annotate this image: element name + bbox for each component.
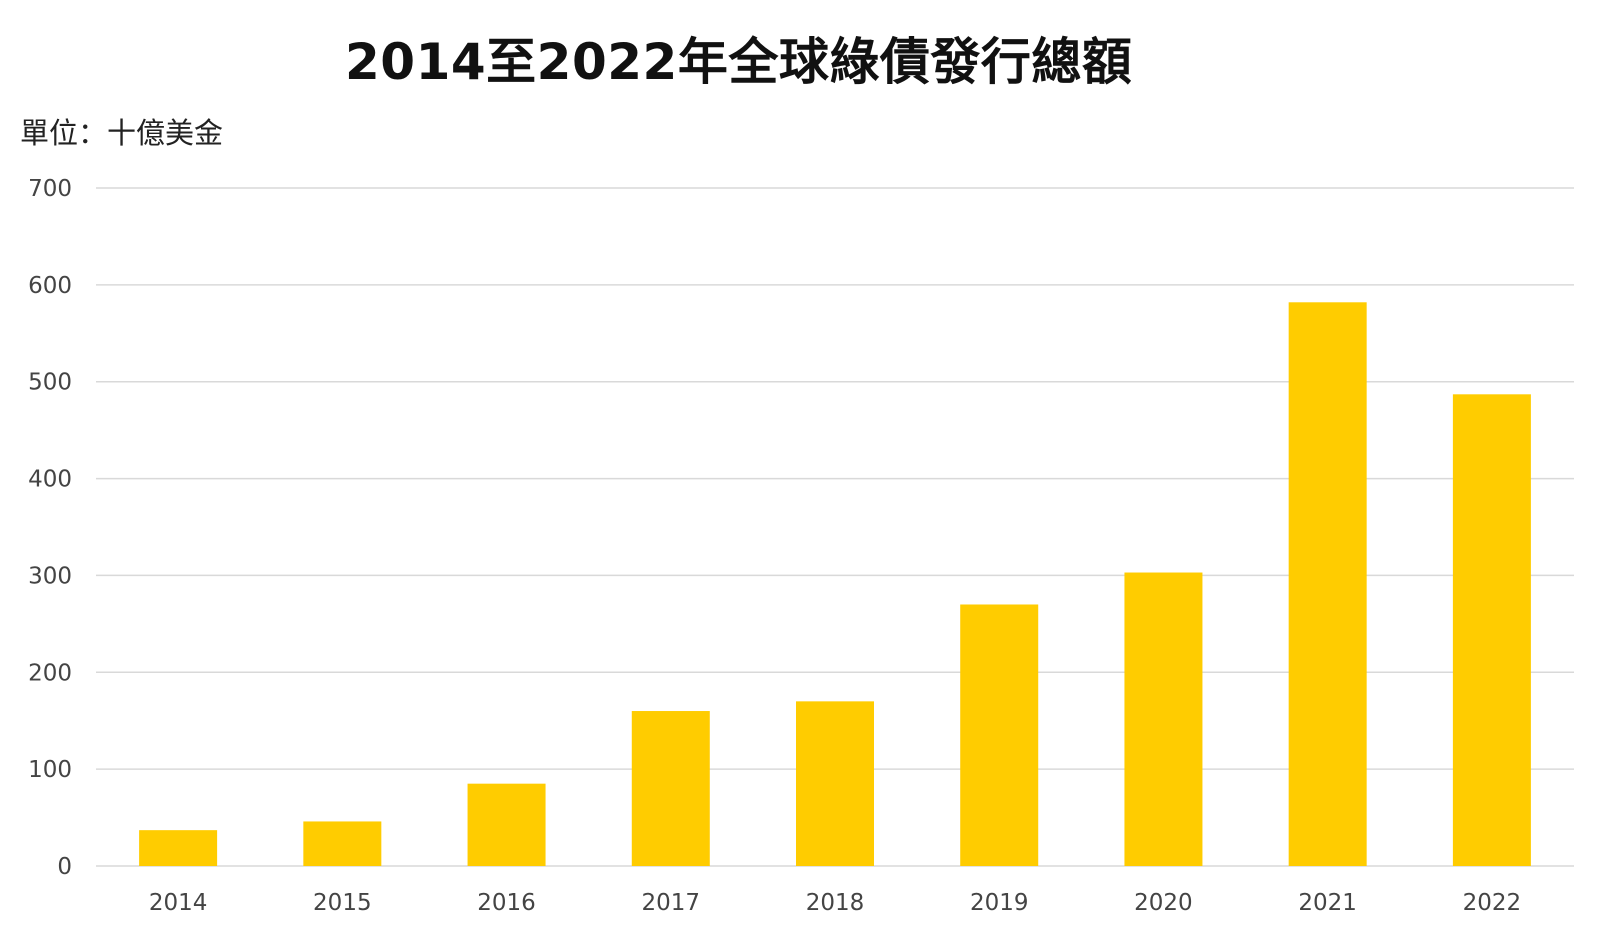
y-tick-label: 200 xyxy=(28,660,72,686)
bar-2021 xyxy=(1288,302,1367,866)
y-tick-label: 500 xyxy=(28,370,72,396)
unit-label: 單位：十億美金 xyxy=(20,116,224,150)
y-tick-label: 0 xyxy=(57,854,72,880)
bar-2014 xyxy=(139,830,218,866)
y-tick-label: 300 xyxy=(28,563,72,589)
y-tick-label: 400 xyxy=(28,467,72,493)
bar-2022 xyxy=(1452,394,1531,866)
x-tick-label: 2014 xyxy=(149,890,208,916)
x-tick-label: 2018 xyxy=(806,890,865,916)
x-tick-label: 2021 xyxy=(1298,890,1357,916)
x-tick-label: 2015 xyxy=(313,890,372,916)
x-tick-label: 2017 xyxy=(642,890,701,916)
bar-2017 xyxy=(631,711,710,866)
chart-title: 2014至2022年全球綠債發行總額 xyxy=(345,33,1133,91)
x-axis: 2014 2015 2016 2017 2018 2019 2020 2021 2022 xyxy=(149,890,1521,916)
x-tick-label: 2022 xyxy=(1463,890,1522,916)
y-tick-label: 700 xyxy=(28,176,72,202)
y-tick-label: 100 xyxy=(28,757,72,783)
bar-2019 xyxy=(960,604,1039,866)
x-tick-label: 2019 xyxy=(970,890,1029,916)
y-tick-label: 600 xyxy=(28,273,72,299)
bar-2016 xyxy=(467,783,546,866)
bar-2018 xyxy=(796,701,874,866)
y-axis: 0 100 200 300 400 500 600 700 xyxy=(28,176,72,880)
x-tick-label: 2016 xyxy=(477,890,536,916)
bars xyxy=(139,302,1531,866)
bar-2020 xyxy=(1124,572,1203,866)
bar-2015 xyxy=(303,821,382,866)
x-tick-label: 2020 xyxy=(1134,890,1193,916)
